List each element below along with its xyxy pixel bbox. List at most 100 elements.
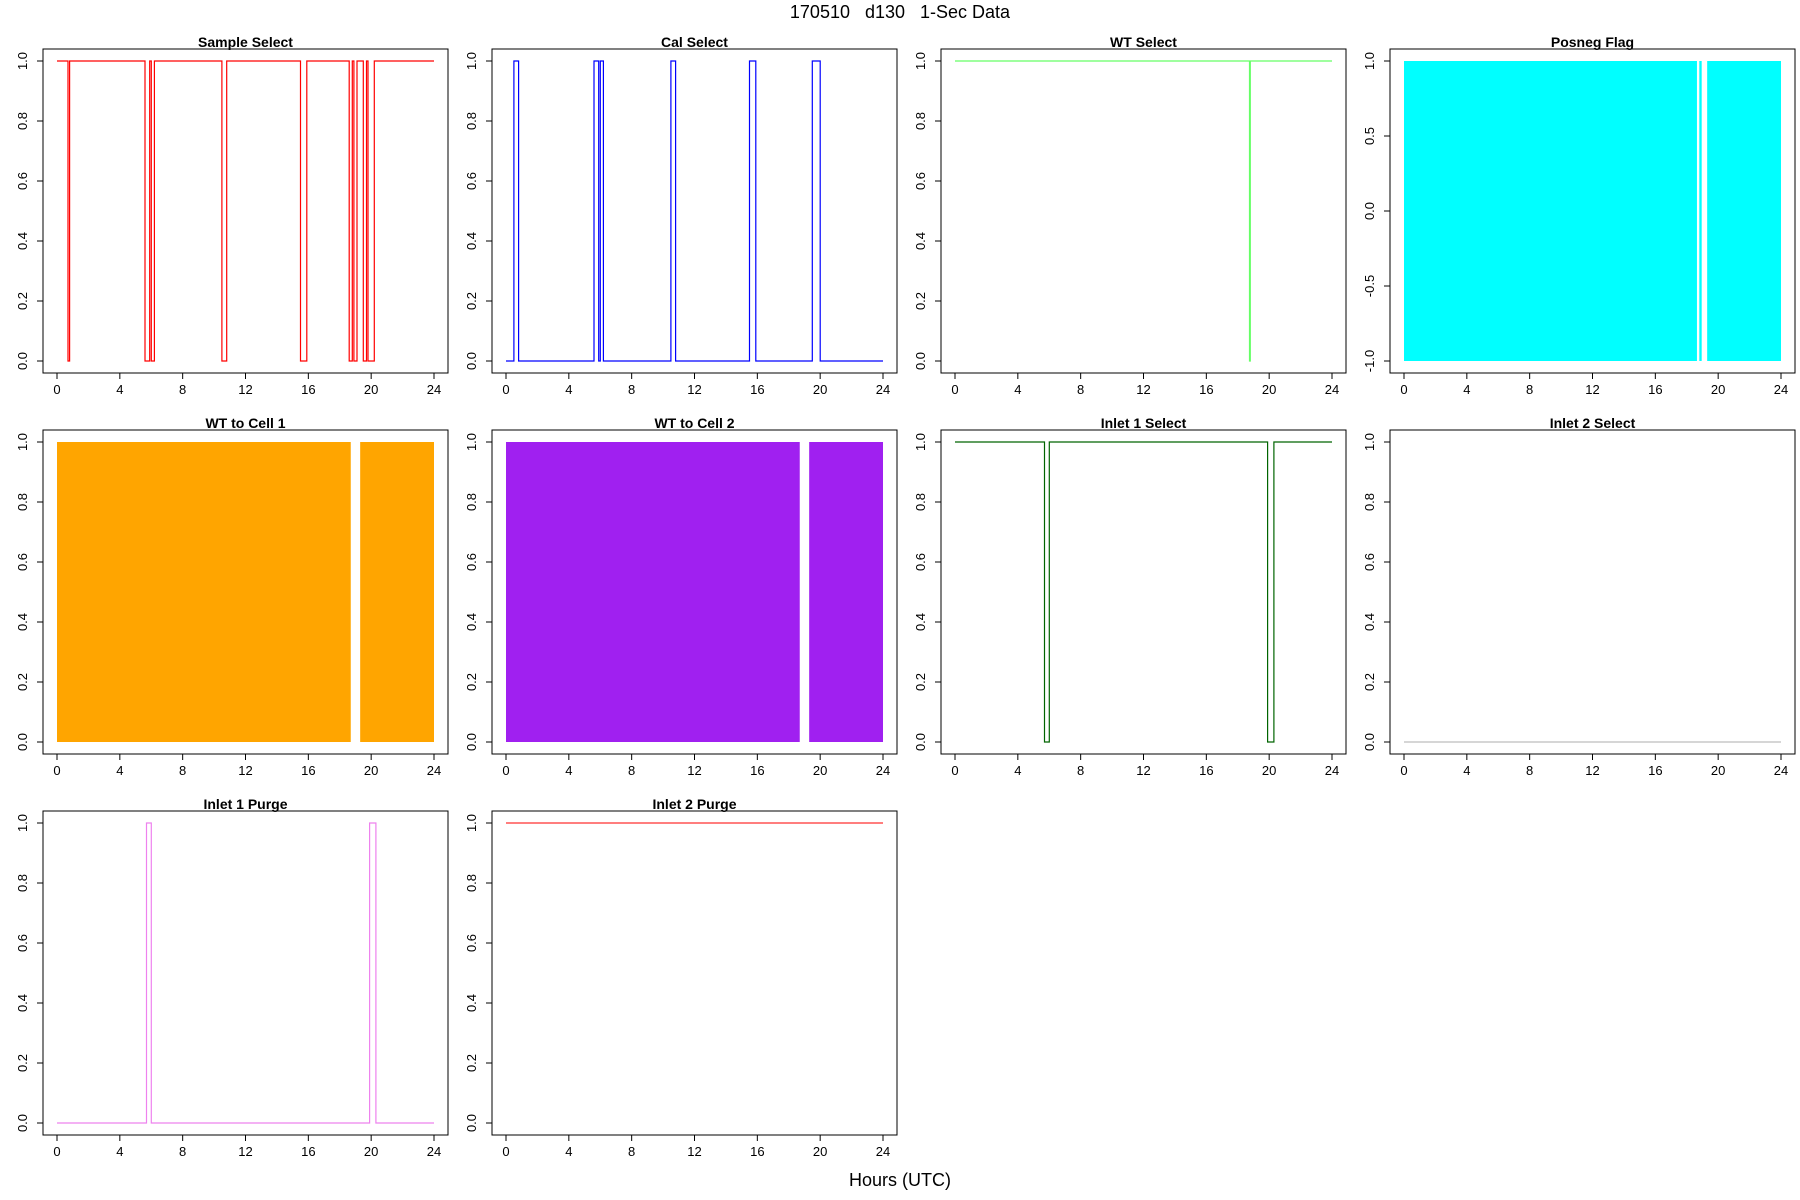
y-tick-label-5-3: 0.6 — [464, 553, 479, 571]
x-tick-label-1-6: 24 — [876, 382, 890, 397]
y-tick-label-2-2: 0.4 — [913, 232, 928, 250]
y-tick-label-1-3: 0.6 — [464, 172, 479, 190]
y-tick-label-7-1: 0.2 — [1362, 673, 1377, 691]
x-tick-label-9-3: 12 — [687, 1144, 701, 1159]
y-tick-label-6-2: 0.4 — [913, 613, 928, 631]
x-tick-label-5-6: 24 — [876, 763, 890, 778]
plot-frame-8 — [42, 810, 449, 1136]
x-tick-label-9-6: 24 — [876, 1144, 890, 1159]
x-tick-label-7-0: 0 — [1400, 763, 1407, 778]
x-tick-label-5-1: 4 — [565, 763, 572, 778]
subplot-4: WT to Cell 1 0 4 8 12 16 20 24 0.0 0.2 0.4 0.6 0.8 1.… — [15, 415, 449, 778]
y-tick-label-0-3: 0.6 — [15, 172, 30, 190]
subplot-title-8: Inlet 1 Purge — [203, 796, 287, 812]
y-tick-label-0-0: 0.0 — [15, 352, 30, 370]
x-tick-label-2-4: 16 — [1199, 382, 1213, 397]
x-tick-label-1-0: 0 — [502, 382, 509, 397]
y-tick-label-7-4: 0.8 — [1362, 493, 1377, 511]
x-tick-label-1-5: 20 — [813, 382, 827, 397]
x-tick-label-0-6: 24 — [427, 382, 441, 397]
x-tick-label-7-6: 24 — [1774, 763, 1788, 778]
y-tick-label-1-0: 0.0 — [464, 352, 479, 370]
y-tick-label-6-5: 1.0 — [913, 433, 928, 451]
subplot-5: WT to Cell 2 0 4 8 12 16 20 24 0.0 0.2 0.4 0.6 0.8 1.… — [464, 415, 898, 778]
x-tick-label-6-3: 12 — [1136, 763, 1150, 778]
y-tick-label-6-1: 0.2 — [913, 673, 928, 691]
y-tick-label-1-4: 0.8 — [464, 112, 479, 130]
x-tick-label-8-6: 24 — [427, 1144, 441, 1159]
x-tick-label-0-5: 20 — [364, 382, 378, 397]
x-tick-label-7-5: 20 — [1711, 763, 1725, 778]
subplot-9: Inlet 2 Purge 0 4 8 12 16 20 24 0.0 0.2 0.4 0.6 0.8 1… — [464, 796, 898, 1159]
plot-frame-2 — [940, 48, 1347, 374]
plot-frame-6 — [940, 429, 1347, 755]
y-tick-label-0-1: 0.2 — [15, 292, 30, 310]
x-tick-label-4-0: 0 — [53, 763, 60, 778]
y-tick-label-8-0: 0.0 — [15, 1114, 30, 1132]
x-tick-label-0-0: 0 — [53, 382, 60, 397]
x-tick-label-3-6: 24 — [1774, 382, 1788, 397]
x-tick-label-3-3: 12 — [1585, 382, 1599, 397]
x-tick-label-4-1: 4 — [116, 763, 123, 778]
y-tick-label-3-0: -1.0 — [1362, 350, 1377, 372]
y-tick-label-7-2: 0.4 — [1362, 613, 1377, 631]
x-tick-label-4-3: 12 — [238, 763, 252, 778]
subplot-1: Cal Select 0 4 8 12 16 20 24 0.0 0.2 0.4 0.6 0.8 1.0 — [464, 34, 898, 397]
y-tick-label-2-0: 0.0 — [913, 352, 928, 370]
y-tick-label-9-4: 0.8 — [464, 874, 479, 892]
subplot-8: Inlet 1 Purge 0 4 8 12 16 20 24 0.0 0.2 0.4 0.6 0.8 1… — [15, 796, 449, 1159]
y-tick-label-3-1: -0.5 — [1362, 275, 1377, 297]
y-tick-label-5-0: 0.0 — [464, 733, 479, 751]
y-tick-label-8-3: 0.6 — [15, 934, 30, 952]
plot-frame-0 — [42, 48, 449, 374]
band-5-1 — [809, 442, 883, 742]
x-tick-label-9-4: 16 — [750, 1144, 764, 1159]
y-tick-label-8-5: 1.0 — [15, 814, 30, 832]
subplot-2: WT Select 0 4 8 12 16 20 24 0.0 0.2 0.4 0.6 0.8 1.0 — [913, 34, 1347, 397]
plot-frame-7 — [1389, 429, 1796, 755]
y-tick-label-4-5: 1.0 — [15, 433, 30, 451]
x-tick-label-4-6: 24 — [427, 763, 441, 778]
x-tick-label-1-2: 8 — [628, 382, 635, 397]
x-tick-label-7-2: 8 — [1526, 763, 1533, 778]
x-tick-label-2-1: 4 — [1014, 382, 1021, 397]
y-tick-label-9-0: 0.0 — [464, 1114, 479, 1132]
y-tick-label-6-0: 0.0 — [913, 733, 928, 751]
y-tick-label-2-4: 0.8 — [913, 112, 928, 130]
x-tick-label-3-2: 8 — [1526, 382, 1533, 397]
x-tick-label-6-6: 24 — [1325, 763, 1339, 778]
x-tick-label-2-3: 12 — [1136, 382, 1150, 397]
y-tick-label-7-3: 0.6 — [1362, 553, 1377, 571]
x-tick-label-8-3: 12 — [238, 1144, 252, 1159]
page-title: 170510 d130 1-Sec Data — [789, 2, 1011, 22]
x-tick-label-3-1: 4 — [1463, 382, 1470, 397]
y-tick-label-1-2: 0.4 — [464, 232, 479, 250]
x-tick-label-9-0: 0 — [502, 1144, 509, 1159]
x-tick-label-5-2: 8 — [628, 763, 635, 778]
x-tick-label-1-1: 4 — [565, 382, 572, 397]
y-tick-label-4-2: 0.4 — [15, 613, 30, 631]
y-tick-label-9-1: 0.2 — [464, 1054, 479, 1072]
x-tick-label-5-3: 12 — [687, 763, 701, 778]
y-tick-label-8-1: 0.2 — [15, 1054, 30, 1072]
x-tick-label-0-4: 16 — [301, 382, 315, 397]
subplot-3: Posneg Flag 0 4 8 12 16 20 24 -1.0 -0.5 0.0 0.5 1.0 — [1362, 34, 1796, 397]
y-tick-label-5-2: 0.4 — [464, 613, 479, 631]
x-tick-label-5-0: 0 — [502, 763, 509, 778]
x-tick-label-6-2: 8 — [1077, 763, 1084, 778]
x-tick-label-6-5: 20 — [1262, 763, 1276, 778]
subplot-title-7: Inlet 2 Select — [1550, 415, 1636, 431]
x-tick-label-3-4: 16 — [1648, 382, 1662, 397]
band-3-1 — [1699, 61, 1702, 361]
plot-frame-9 — [491, 810, 898, 1136]
x-tick-label-0-3: 12 — [238, 382, 252, 397]
y-tick-label-3-4: 1.0 — [1362, 52, 1377, 70]
x-tick-label-8-1: 4 — [116, 1144, 123, 1159]
y-tick-label-3-2: 0.0 — [1362, 202, 1377, 220]
y-tick-label-5-4: 0.8 — [464, 493, 479, 511]
y-tick-label-8-2: 0.4 — [15, 994, 30, 1012]
series-line-6 — [955, 441, 1332, 743]
subplot-title-3: Posneg Flag — [1551, 34, 1634, 50]
subplot-title-2: WT Select — [1110, 34, 1177, 50]
